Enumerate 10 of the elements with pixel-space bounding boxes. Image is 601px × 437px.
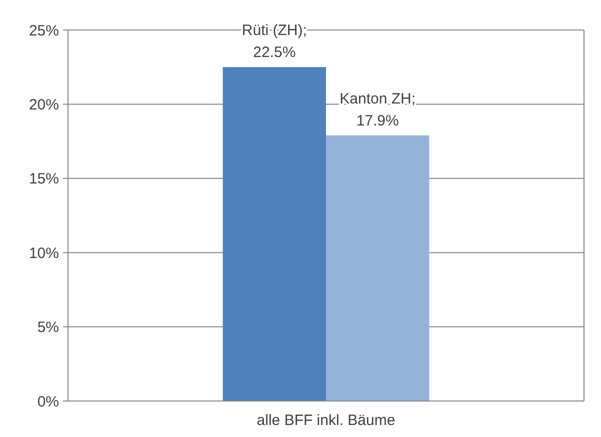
y-tick-label: 15%	[28, 170, 59, 188]
x-tick-label: alle BFF inkl. Bäume	[256, 412, 396, 429]
text: 17.9%	[356, 112, 399, 130]
y-tick-label: 10%	[28, 244, 59, 262]
y-tick-label: 0%	[37, 393, 59, 410]
y-tick-label: 20%	[28, 96, 59, 114]
y-tick-label: 5%	[37, 319, 59, 336]
text: 22.5%	[253, 44, 296, 62]
y-tick-label: 25%	[28, 22, 59, 40]
text: Kanton ZH;	[340, 90, 416, 108]
